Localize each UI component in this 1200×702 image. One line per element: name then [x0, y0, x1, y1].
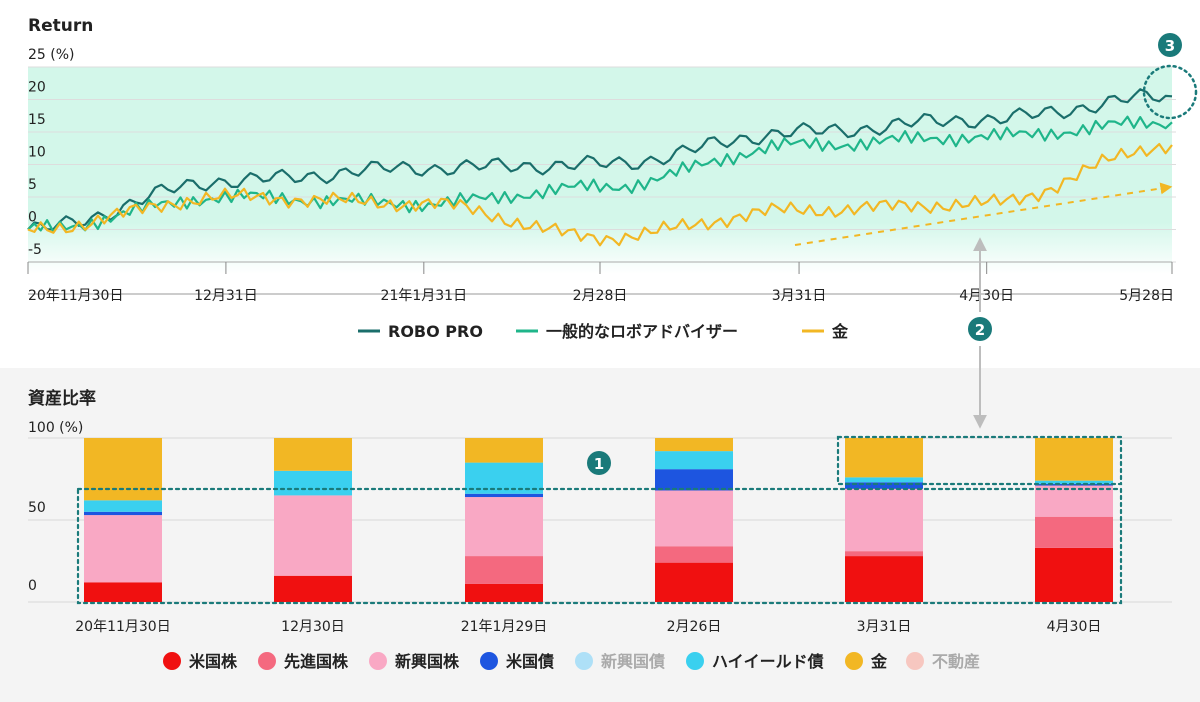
bar-segment — [655, 562, 733, 602]
legend-bar-label: 新興国株 — [395, 652, 460, 671]
bar-segment — [845, 556, 923, 602]
bar-segment — [1035, 483, 1113, 486]
legend-dot — [258, 652, 276, 670]
return-chart-title: Return — [28, 16, 93, 36]
bar-segment — [274, 438, 352, 471]
badge-3-label: 3 — [1165, 37, 1175, 55]
bar-y-tick-label: 0 — [28, 578, 37, 594]
bar-segment — [274, 470, 352, 496]
badge-2 — [968, 317, 992, 341]
bar-segment — [845, 477, 923, 483]
bar-segment — [655, 546, 733, 563]
badge-1 — [587, 451, 611, 475]
y-tick-label: 0 — [28, 210, 37, 226]
legend-dot — [480, 652, 498, 670]
legend-bar-label: 不動産 — [932, 652, 980, 671]
bar-segment — [84, 438, 162, 501]
bar-category-label: 2月26日 — [667, 619, 722, 635]
legend-dot — [686, 652, 704, 670]
bar-segment — [655, 438, 733, 452]
bar-segment — [84, 582, 162, 602]
bar-segment — [1035, 480, 1113, 484]
badge-3 — [1158, 33, 1182, 57]
bar-segment — [655, 490, 733, 547]
allocation-chart-title: 資産比率 — [28, 388, 96, 409]
x-tick-label: 5月28日 — [1119, 288, 1174, 304]
legend-bar-label: 先進国株 — [284, 652, 349, 671]
bar-category-label: 4月30日 — [1047, 619, 1102, 635]
bar-segment — [465, 497, 543, 557]
y-tick-label: 20 — [28, 80, 46, 96]
bar-segment — [845, 482, 923, 489]
highlight-box-1 — [76, 487, 1123, 605]
bar-segment — [84, 515, 162, 583]
bar-segment — [845, 438, 923, 478]
bar-segment — [1035, 547, 1113, 602]
legend-bar-label: 金 — [870, 652, 888, 671]
legend-bar-label: ハイイールド債 — [712, 652, 824, 671]
x-tick-label: 2月28日 — [573, 288, 628, 304]
legend-bar-label: 米国株 — [189, 652, 238, 671]
x-tick-label: 4月30日 — [959, 288, 1014, 304]
bar-segment — [655, 469, 733, 491]
bar-segment — [1035, 516, 1113, 548]
bar-y-tick-label: 50 — [28, 500, 46, 516]
allocation-chart-panel — [0, 368, 1200, 702]
y-tick-label: -5 — [28, 242, 42, 258]
bar-segment — [465, 493, 543, 498]
annotation-circle — [1142, 64, 1198, 120]
bar-category-label: 21年1月29日 — [461, 619, 548, 635]
bar-segment — [465, 583, 543, 602]
legend-bar-label: 米国債 — [506, 652, 554, 671]
bar-segment — [274, 495, 352, 576]
y-tick-label: 15 — [28, 112, 46, 128]
legend-line-label: 一般的なロボアドバイザー — [546, 322, 738, 341]
series-line-2 — [27, 115, 1173, 233]
return-band — [28, 67, 1172, 274]
bar-category-label: 20年11月30日 — [75, 619, 170, 635]
legend-dot — [369, 652, 387, 670]
legend-dot — [845, 652, 863, 670]
legend-line-label: 金 — [831, 322, 849, 341]
legend-dot — [575, 652, 593, 670]
bar-segment — [84, 500, 162, 512]
series-line-1 — [27, 88, 1173, 231]
legend-bar-label: 新興国債 — [601, 652, 665, 671]
bar-y-tick-label: 100 (%) — [28, 420, 83, 436]
series-line-3 — [27, 143, 1173, 247]
badge-1-label: 1 — [594, 455, 604, 473]
x-tick-label: 21年1月31日 — [381, 288, 468, 304]
bar-segment — [465, 438, 543, 463]
bar-segment — [1035, 438, 1113, 481]
bar-segment — [845, 551, 923, 557]
y-tick-label: 5 — [28, 177, 37, 193]
bar-category-label: 3月31日 — [857, 619, 912, 635]
bar-segment — [84, 511, 162, 516]
bar-segment — [655, 451, 733, 470]
x-tick-label: 12月31日 — [194, 288, 258, 304]
bar-segment — [465, 556, 543, 584]
badge-2-label: 2 — [975, 321, 985, 339]
legend-dot — [906, 652, 924, 670]
highlight-box-2 — [836, 435, 1123, 486]
y-tick-label: 25 (%) — [28, 47, 75, 63]
gold-trend-arrow — [794, 182, 1173, 246]
legend-dot — [163, 652, 181, 670]
bar-category-label: 12月30日 — [281, 619, 345, 635]
bar-segment — [274, 575, 352, 602]
legend-line-label: ROBO PRO — [388, 322, 483, 341]
x-tick-label: 3月31日 — [772, 288, 827, 304]
x-tick-label: 20年11月30日 — [28, 288, 123, 304]
y-tick-label: 10 — [28, 145, 46, 161]
bar-segment — [845, 488, 923, 552]
bar-segment — [1035, 485, 1113, 517]
